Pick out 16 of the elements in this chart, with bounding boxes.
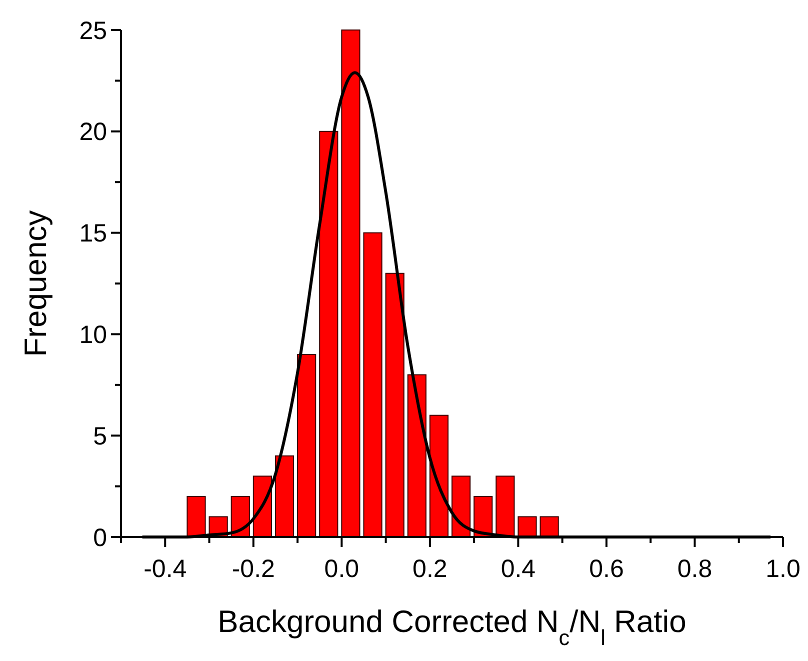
x-tick-label: 0.8 [677, 555, 712, 583]
text: -0.4 [144, 555, 187, 583]
x-axis-title: Background Corrected N$_{c}$/N$_{l}$ Ratio [218, 604, 686, 650]
text: -0.2 [232, 555, 275, 583]
y-tick-label: 0 [93, 524, 107, 552]
x-tick-label: 0.6 [589, 555, 624, 583]
x-tick-label: 0.0 [324, 555, 360, 583]
y-tick-label: 20 [79, 118, 107, 146]
y-tick-label: 5 [93, 422, 107, 450]
x-tick-label: 0.4 [500, 555, 536, 583]
y-tick-label: 25 [79, 16, 107, 45]
y-axis-title: Frequency [18, 210, 53, 357]
y-tick-label: 10 [79, 320, 107, 349]
y-tick-label: 15 [79, 220, 107, 248]
x-tick-label: 1.0 [766, 555, 800, 583]
x-tick-label: 0.2 [412, 555, 448, 583]
